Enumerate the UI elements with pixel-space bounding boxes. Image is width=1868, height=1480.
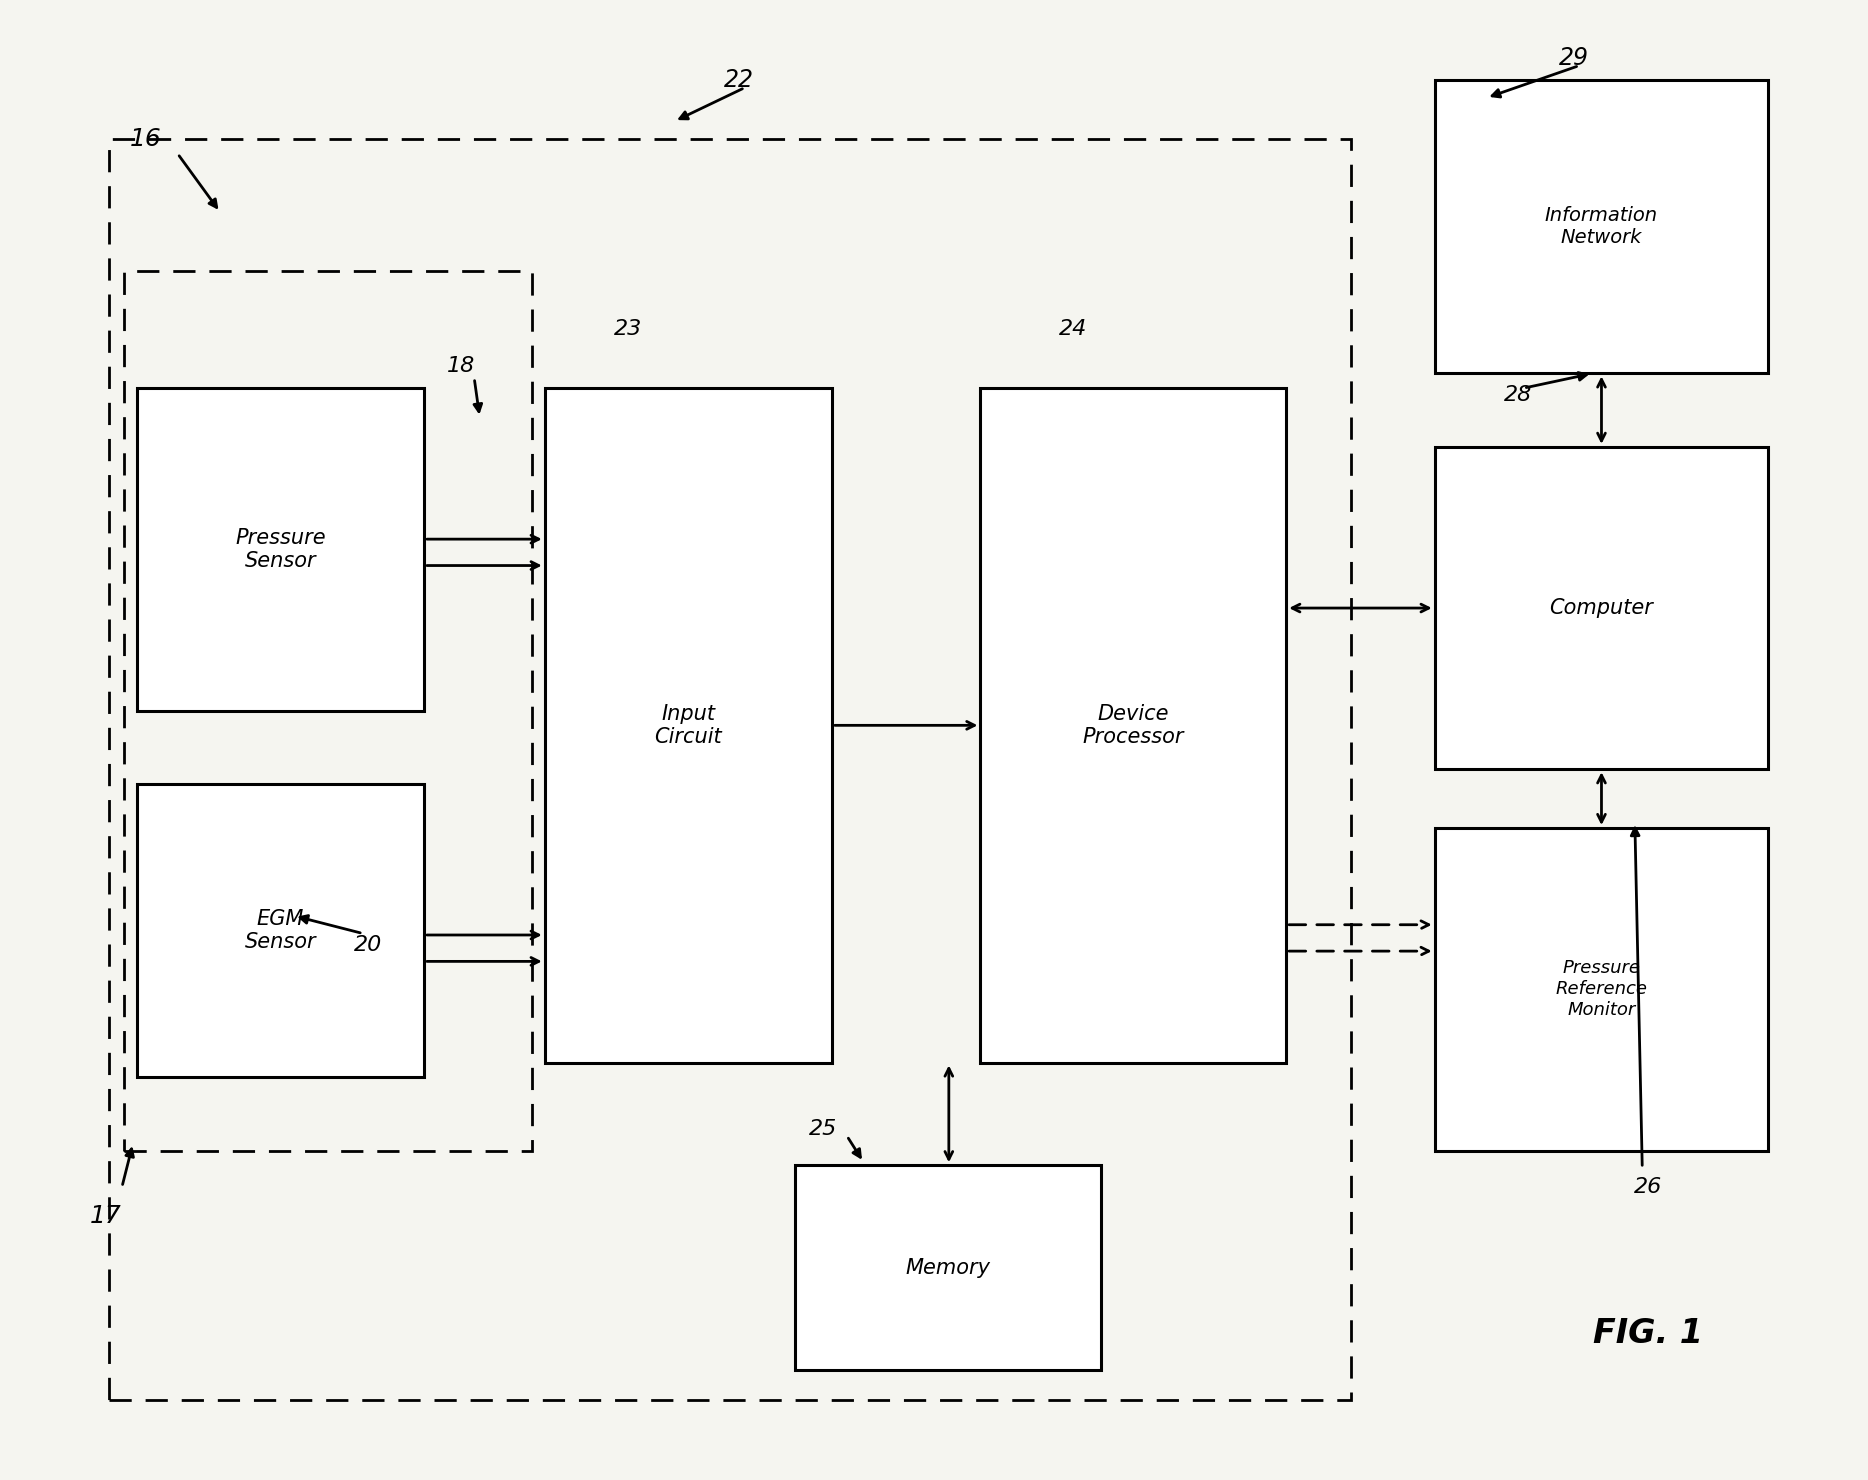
- Text: 29: 29: [1558, 46, 1588, 70]
- Text: Computer: Computer: [1550, 598, 1653, 619]
- Bar: [1435, 827, 1769, 1150]
- Text: 28: 28: [1504, 385, 1532, 406]
- Bar: [796, 1165, 1100, 1370]
- Text: 25: 25: [809, 1119, 837, 1138]
- Bar: [123, 271, 532, 1150]
- Text: 16: 16: [131, 127, 163, 151]
- Bar: [981, 388, 1287, 1063]
- Text: 22: 22: [725, 68, 755, 92]
- Text: 18: 18: [446, 357, 474, 376]
- Bar: [108, 139, 1351, 1400]
- Bar: [1435, 80, 1769, 373]
- Text: 24: 24: [1059, 320, 1087, 339]
- Text: Input
Circuit: Input Circuit: [654, 703, 723, 747]
- Text: 26: 26: [1634, 1177, 1663, 1197]
- Text: 17: 17: [90, 1205, 121, 1228]
- Bar: [545, 388, 831, 1063]
- Text: FIG. 1: FIG. 1: [1593, 1317, 1704, 1350]
- Bar: [136, 784, 424, 1077]
- Text: Information
Network: Information Network: [1545, 206, 1659, 247]
- Text: 23: 23: [615, 320, 643, 339]
- Bar: [1435, 447, 1769, 770]
- Text: Pressure
Reference
Monitor: Pressure Reference Monitor: [1556, 959, 1648, 1020]
- Bar: [136, 388, 424, 710]
- Text: EGM
Sensor: EGM Sensor: [245, 909, 316, 952]
- Text: 20: 20: [355, 935, 383, 955]
- Text: Memory: Memory: [906, 1258, 990, 1277]
- Text: Device
Processor: Device Processor: [1083, 703, 1184, 747]
- Text: Pressure
Sensor: Pressure Sensor: [235, 528, 325, 571]
